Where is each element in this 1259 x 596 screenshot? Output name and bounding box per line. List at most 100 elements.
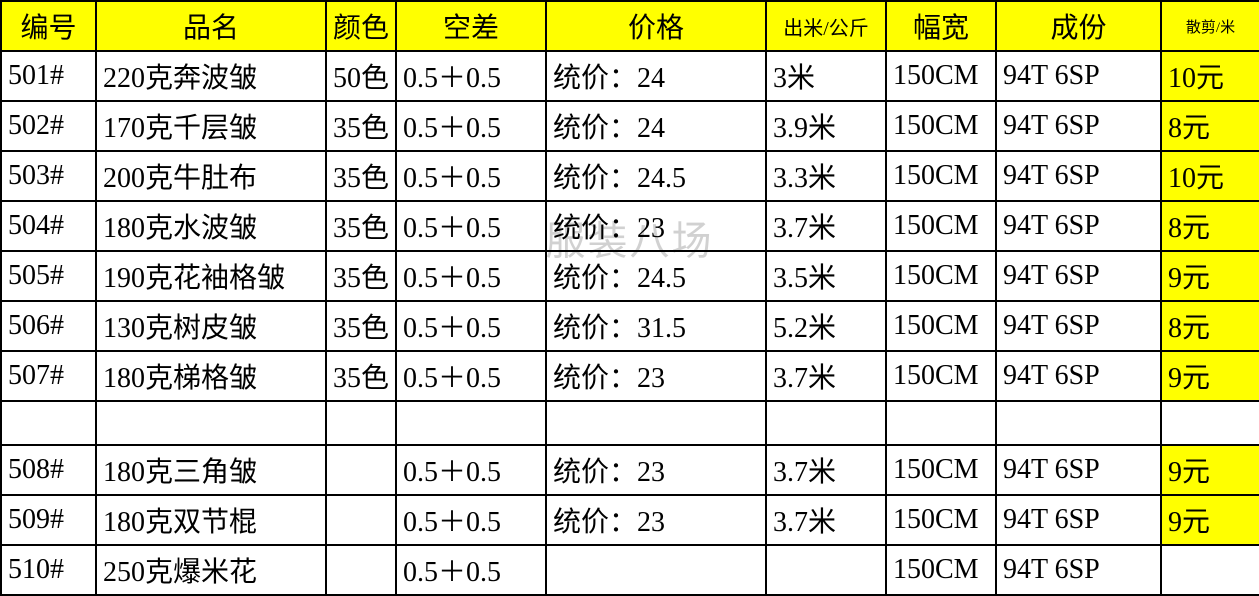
cell-gap: 0.5＋0.5 bbox=[396, 201, 546, 251]
cell-yield: 3.7米 bbox=[766, 445, 886, 495]
table-row: 504#180克水波皱35色0.5＋0.5统价：233.7米150CM94T 6… bbox=[1, 201, 1259, 251]
cell-yield bbox=[766, 545, 886, 595]
table-row: 506#130克树皮皱35色0.5＋0.5统价：31.55.2米150CM94T… bbox=[1, 301, 1259, 351]
cell-width: 150CM bbox=[886, 201, 996, 251]
table-row: 501#220克奔波皱50色0.5＋0.5统价：243米150CM94T 6SP… bbox=[1, 51, 1259, 101]
header-width: 幅宽 bbox=[886, 1, 996, 51]
cell-name: 170克千层皱 bbox=[96, 101, 326, 151]
cell-price: 统价：23 bbox=[546, 445, 766, 495]
cell-price: 统价：24.5 bbox=[546, 251, 766, 301]
spacer-cell bbox=[1161, 401, 1259, 445]
cell-width: 150CM bbox=[886, 445, 996, 495]
cell-cut: 10元 bbox=[1161, 51, 1259, 101]
cell-id: 501# bbox=[1, 51, 96, 101]
cell-color: 35色 bbox=[326, 301, 396, 351]
cell-id: 505# bbox=[1, 251, 96, 301]
cell-yield: 3米 bbox=[766, 51, 886, 101]
header-cut: 散剪/米 bbox=[1161, 1, 1259, 51]
cell-cut: 8元 bbox=[1161, 201, 1259, 251]
cell-composition: 94T 6SP bbox=[996, 495, 1161, 545]
cell-name: 180克水波皱 bbox=[96, 201, 326, 251]
cell-gap: 0.5＋0.5 bbox=[396, 251, 546, 301]
cell-yield: 3.9米 bbox=[766, 101, 886, 151]
spacer-cell bbox=[996, 401, 1161, 445]
cell-id: 506# bbox=[1, 301, 96, 351]
cell-composition: 94T 6SP bbox=[996, 545, 1161, 595]
spacer-row bbox=[1, 401, 1259, 445]
header-composition: 成份 bbox=[996, 1, 1161, 51]
cell-color bbox=[326, 445, 396, 495]
cell-width: 150CM bbox=[886, 251, 996, 301]
cell-gap: 0.5＋0.5 bbox=[396, 545, 546, 595]
table-row: 509#180克双节棍0.5＋0.5统价：233.7米150CM94T 6SP9… bbox=[1, 495, 1259, 545]
cell-gap: 0.5＋0.5 bbox=[396, 101, 546, 151]
cell-yield: 3.7米 bbox=[766, 201, 886, 251]
cell-id: 509# bbox=[1, 495, 96, 545]
spacer-cell bbox=[886, 401, 996, 445]
cell-name: 220克奔波皱 bbox=[96, 51, 326, 101]
cell-composition: 94T 6SP bbox=[996, 51, 1161, 101]
spacer-cell bbox=[96, 401, 326, 445]
table-row: 503#200克牛肚布35色0.5＋0.5统价：24.53.3米150CM94T… bbox=[1, 151, 1259, 201]
table-row: 507#180克梯格皱35色0.5＋0.5统价：233.7米150CM94T 6… bbox=[1, 351, 1259, 401]
cell-composition: 94T 6SP bbox=[996, 445, 1161, 495]
cell-width: 150CM bbox=[886, 301, 996, 351]
cell-price bbox=[546, 545, 766, 595]
cell-id: 503# bbox=[1, 151, 96, 201]
table-body: 501#220克奔波皱50色0.5＋0.5统价：243米150CM94T 6SP… bbox=[1, 51, 1259, 595]
cell-price: 统价：24 bbox=[546, 51, 766, 101]
cell-gap: 0.5＋0.5 bbox=[396, 495, 546, 545]
spacer-cell bbox=[766, 401, 886, 445]
cell-yield: 3.7米 bbox=[766, 495, 886, 545]
cell-composition: 94T 6SP bbox=[996, 251, 1161, 301]
cell-yield: 3.3米 bbox=[766, 151, 886, 201]
spacer-cell bbox=[396, 401, 546, 445]
table-header-row: 编号 品名 颜色 空差 价格 出米/公斤 幅宽 成份 散剪/米 bbox=[1, 1, 1259, 51]
header-id: 编号 bbox=[1, 1, 96, 51]
cell-composition: 94T 6SP bbox=[996, 101, 1161, 151]
cell-id: 507# bbox=[1, 351, 96, 401]
cell-width: 150CM bbox=[886, 351, 996, 401]
table-row: 508#180克三角皱0.5＋0.5统价：233.7米150CM94T 6SP9… bbox=[1, 445, 1259, 495]
cell-price: 统价：24 bbox=[546, 101, 766, 151]
cell-width: 150CM bbox=[886, 101, 996, 151]
table-row: 505#190克花袖格皱35色0.5＋0.5统价：24.53.5米150CM94… bbox=[1, 251, 1259, 301]
cell-id: 502# bbox=[1, 101, 96, 151]
cell-width: 150CM bbox=[886, 545, 996, 595]
cell-gap: 0.5＋0.5 bbox=[396, 51, 546, 101]
header-price: 价格 bbox=[546, 1, 766, 51]
cell-width: 150CM bbox=[886, 495, 996, 545]
cell-composition: 94T 6SP bbox=[996, 351, 1161, 401]
cell-color: 50色 bbox=[326, 51, 396, 101]
cell-name: 130克树皮皱 bbox=[96, 301, 326, 351]
cell-gap: 0.5＋0.5 bbox=[396, 301, 546, 351]
cell-cut: 9元 bbox=[1161, 495, 1259, 545]
cell-cut: 8元 bbox=[1161, 101, 1259, 151]
cell-composition: 94T 6SP bbox=[996, 151, 1161, 201]
fabric-price-table: 编号 品名 颜色 空差 价格 出米/公斤 幅宽 成份 散剪/米 501#220克… bbox=[0, 0, 1259, 596]
cell-color: 35色 bbox=[326, 101, 396, 151]
cell-composition: 94T 6SP bbox=[996, 201, 1161, 251]
cell-cut: 8元 bbox=[1161, 301, 1259, 351]
header-yield: 出米/公斤 bbox=[766, 1, 886, 51]
cell-cut: 10元 bbox=[1161, 151, 1259, 201]
cell-cut bbox=[1161, 545, 1259, 595]
spacer-cell bbox=[1, 401, 96, 445]
cell-yield: 5.2米 bbox=[766, 301, 886, 351]
cell-cut: 9元 bbox=[1161, 351, 1259, 401]
cell-id: 510# bbox=[1, 545, 96, 595]
cell-yield: 3.7米 bbox=[766, 351, 886, 401]
header-color: 颜色 bbox=[326, 1, 396, 51]
cell-id: 508# bbox=[1, 445, 96, 495]
cell-color: 35色 bbox=[326, 251, 396, 301]
cell-name: 200克牛肚布 bbox=[96, 151, 326, 201]
cell-color: 35色 bbox=[326, 201, 396, 251]
table-row: 502#170克千层皱35色0.5＋0.5统价：243.9米150CM94T 6… bbox=[1, 101, 1259, 151]
fabric-price-table-container: 编号 品名 颜色 空差 价格 出米/公斤 幅宽 成份 散剪/米 501#220克… bbox=[0, 0, 1259, 596]
cell-cut: 9元 bbox=[1161, 251, 1259, 301]
cell-name: 180克梯格皱 bbox=[96, 351, 326, 401]
cell-price: 统价：24.5 bbox=[546, 151, 766, 201]
cell-color bbox=[326, 545, 396, 595]
cell-name: 250克爆米花 bbox=[96, 545, 326, 595]
cell-name: 180克双节棍 bbox=[96, 495, 326, 545]
